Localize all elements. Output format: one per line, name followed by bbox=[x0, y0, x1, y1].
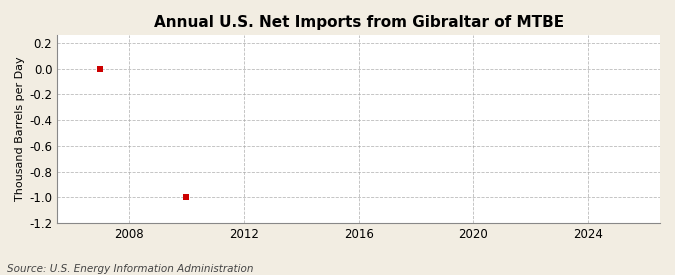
Title: Annual U.S. Net Imports from Gibraltar of MTBE: Annual U.S. Net Imports from Gibraltar o… bbox=[153, 15, 564, 30]
Text: Source: U.S. Energy Information Administration: Source: U.S. Energy Information Administ… bbox=[7, 264, 253, 274]
Y-axis label: Thousand Barrels per Day: Thousand Barrels per Day bbox=[15, 57, 25, 201]
